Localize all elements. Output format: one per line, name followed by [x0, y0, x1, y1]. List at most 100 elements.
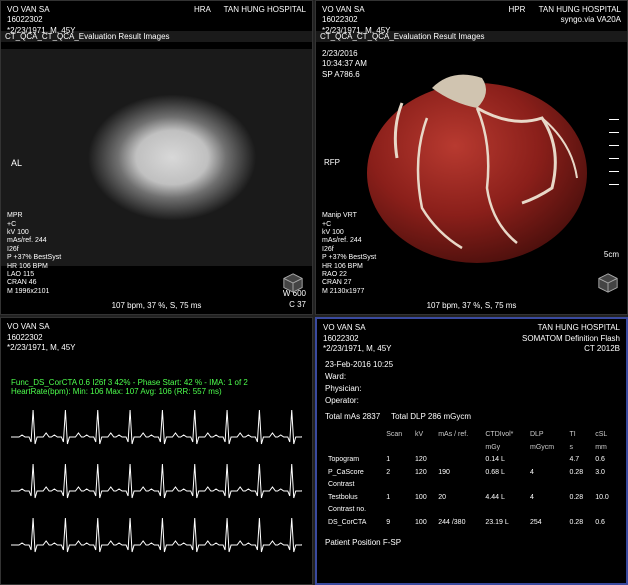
hospital-name: TAN HUNG HOSPITAL [539, 5, 621, 14]
table-cell: 3.0 [592, 467, 618, 480]
orientation-cube-icon[interactable] [597, 272, 619, 294]
ecg-area: Func_DS_CorCTA 0.6 I26f 3 42% - Phase St… [11, 378, 302, 574]
patient-info-br: VO VAN SA 16022302 *2/23/1971, M, 45Y [323, 323, 392, 354]
panel-ct-slice[interactable]: VO VAN SA 16022302 *2/23/1971, M, 45Y HR… [0, 0, 313, 315]
device-version: CT 2012B [584, 344, 620, 353]
table-cell: 0.28 [566, 517, 592, 530]
tech-info-tl: MPR +C kV 100 mAs/ref. 244 I26f P +37% B… [7, 212, 61, 296]
panel-vrt-heart[interactable]: VO VAN SA 16022302 *2/23/1971, M, 45Y HP… [315, 0, 628, 315]
table-header: TI [566, 429, 592, 442]
plus-c: +C [7, 221, 16, 228]
patient-id: 16022302 [7, 15, 43, 24]
table-cell: 1 [383, 492, 412, 505]
table-cell: Contrast [325, 479, 383, 492]
window-c: C 37 [289, 300, 306, 309]
table-cell: 0.6 [592, 454, 618, 467]
table-unit [383, 442, 412, 455]
hr: HR 106 BPM [322, 263, 363, 270]
table-cell: 0.68 L [482, 467, 527, 480]
report-ward: Ward: [325, 371, 618, 383]
table-row: Topogram11200.14 L4.70.6 [325, 454, 618, 467]
orientation-cube-icon[interactable] [282, 272, 304, 294]
table-unit [412, 442, 435, 455]
rao: RAO 22 [322, 271, 347, 278]
scale-bar [609, 119, 619, 197]
table-cell: 0.28 [566, 492, 592, 505]
matrix: M 2130x1977 [322, 288, 364, 295]
table-cell: 10.0 [592, 492, 618, 505]
device-model: SOMATOM Definition Flash [522, 334, 620, 343]
table-header: CTDIvol* [482, 429, 527, 442]
table-cell [566, 504, 592, 517]
table-cell [566, 479, 592, 492]
scan-table: ScankVmAs / ref.CTDIvol*DLPTIcSL mGymGyc… [325, 429, 618, 529]
patient-dob: *2/23/1971, M, 45Y [323, 344, 392, 353]
plus-c: +C [322, 221, 331, 228]
table-unit: mm [592, 442, 618, 455]
table-header: kV [412, 429, 435, 442]
hr: HR 106 BPM [7, 263, 48, 270]
table-cell [435, 504, 482, 517]
table-cell: 100 [412, 517, 435, 530]
table-header: DLP [527, 429, 566, 442]
table-cell: 23.19 L [482, 517, 527, 530]
table-cell: P_CaScore [325, 467, 383, 480]
patient-info-bl: VO VAN SA 16022302 *2/23/1971, M, 45Y [7, 322, 76, 353]
table-row: P_CaScore21201900.68 L40.283.0 [325, 467, 618, 480]
table-header [325, 429, 383, 442]
kernel: I26f [322, 246, 334, 253]
tech-info-tr: Manip VRT +C kV 100 mAs/ref. 244 I26f P … [322, 212, 376, 296]
report-operator: Operator: [325, 395, 618, 407]
table-header: cSL [592, 429, 618, 442]
table-unit: mGy [482, 442, 527, 455]
hospital-tr: HPR TAN HUNG HOSPITAL syngo.via VA20A [509, 5, 621, 26]
table-cell: 0.14 L [482, 454, 527, 467]
panel-dose-report[interactable]: VO VAN SA 16022302 *2/23/1971, M, 45Y TA… [315, 317, 628, 585]
table-cell [482, 504, 527, 517]
hospital-name: TAN HUNG HOSPITAL [538, 323, 620, 332]
table-cell [592, 479, 618, 492]
patient-dob: *2/23/1971, M, 45Y [7, 343, 76, 352]
table-cell: 2 [383, 467, 412, 480]
table-header: mAs / ref. [435, 429, 482, 442]
scale-label: 5cm [604, 250, 619, 259]
kv: kV 100 [7, 229, 29, 236]
series-label-tl: CT_QCA_CT_QCA_Evaluation Result Images [1, 31, 312, 42]
software: syngo.via VA20A [561, 15, 621, 24]
patient-id: 16022302 [323, 334, 359, 343]
table-cell: 4.7 [566, 454, 592, 467]
table-cell: 244 /380 [435, 517, 482, 530]
table-cell: 190 [435, 467, 482, 480]
hospital-name: TAN HUNG HOSPITAL [224, 5, 306, 14]
al-label: AL [11, 158, 22, 168]
table-cell: 100 [412, 492, 435, 505]
patient-name: VO VAN SA [7, 322, 50, 331]
table-cell [435, 454, 482, 467]
phase: P +37% BestSyst [322, 254, 376, 261]
table-cell: Topogram [325, 454, 383, 467]
kernel: I26f [7, 246, 19, 253]
patient-id: 16022302 [7, 333, 43, 342]
panel-ecg[interactable]: VO VAN SA 16022302 *2/23/1971, M, 45Y Fu… [0, 317, 313, 585]
patient-name: VO VAN SA [323, 323, 366, 332]
code-hpr: HPR [509, 5, 526, 14]
table-cell [412, 504, 435, 517]
mpr: MPR [7, 212, 23, 219]
total-dlp: Total DLP 286 mGycm [391, 412, 471, 421]
cran: CRAN 46 [7, 279, 37, 286]
table-cell [383, 479, 412, 492]
table-cell: Testbolus [325, 492, 383, 505]
dose-report: 23-Feb-2016 10:25 Ward: Physician: Opera… [325, 359, 618, 549]
table-cell [435, 479, 482, 492]
device-info: TAN HUNG HOSPITAL SOMATOM Definition Fla… [522, 323, 620, 354]
table-cell: 4 [527, 492, 566, 505]
table-cell: 20 [435, 492, 482, 505]
report-datetime: 23-Feb-2016 10:25 [325, 359, 618, 371]
table-cell [527, 479, 566, 492]
table-header-row: ScankVmAs / ref.CTDIvol*DLPTIcSL [325, 429, 618, 442]
table-cell: 120 [412, 467, 435, 480]
table-unit: s [566, 442, 592, 455]
patient-position: Patient Position F-SP [325, 537, 618, 549]
table-unit [325, 442, 383, 455]
table-cell [383, 504, 412, 517]
